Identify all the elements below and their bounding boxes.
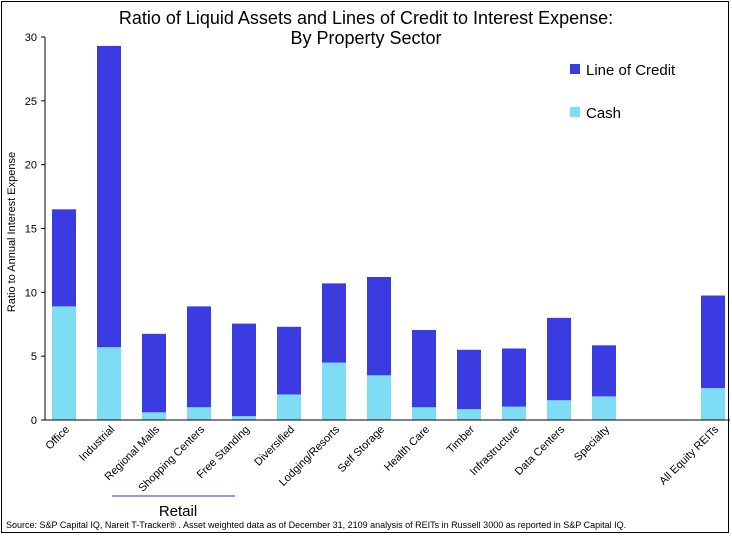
legend-label-cash: Cash (586, 105, 621, 122)
bar-cash (502, 406, 526, 420)
bar-cash (322, 362, 346, 420)
y-tick-label: 10 (25, 287, 37, 299)
bar-cash (547, 400, 571, 420)
bar-line-of-credit (142, 333, 166, 413)
bar-line-of-credit (547, 317, 571, 401)
bar-line-of-credit (592, 345, 616, 397)
bar-cash (97, 347, 121, 420)
x-category-label: Diversified (252, 424, 297, 469)
bar-line-of-credit (322, 283, 346, 363)
bar-cash (52, 306, 76, 420)
bar-line-of-credit (457, 349, 481, 410)
y-tick-label: 20 (25, 160, 37, 172)
y-tick-label: 5 (31, 351, 37, 363)
y-tick-label: 30 (25, 32, 37, 44)
bar-cash (232, 416, 256, 420)
y-axis-label: Ratio to Annual Interest Expense (6, 152, 18, 312)
bar-line-of-credit (187, 306, 211, 408)
bar-line-of-credit (367, 277, 391, 376)
bars-group (52, 45, 725, 420)
bar-cash (277, 394, 301, 420)
legend-label-line-of-credit: Line of Credit (586, 62, 676, 79)
bar-cash (187, 407, 211, 420)
bar-line-of-credit (232, 323, 256, 417)
bar-line-of-credit (412, 329, 436, 408)
source-note: Source: S&P Capital IQ, Nareit T-Tracker… (6, 520, 626, 530)
bar-cash (592, 396, 616, 420)
legend: Line of Credit Cash (570, 62, 676, 122)
chart-title-line-2: By Property Sector (290, 28, 441, 48)
x-category-label: All Equity REITs (657, 423, 721, 487)
chart-title-line-1: Ratio of Liquid Assets and Lines of Cred… (119, 8, 613, 28)
bar-cash (142, 412, 166, 420)
y-tick-label: 25 (25, 96, 37, 108)
bar-cash (367, 375, 391, 420)
bar-cash (412, 407, 436, 420)
x-category-label: Timber (445, 423, 478, 456)
bar-line-of-credit (97, 45, 121, 348)
bar-line-of-credit (701, 295, 725, 389)
x-category-label: Health Care (382, 424, 432, 474)
legend-swatch-cash (570, 107, 580, 117)
x-category-label: Specialty (572, 423, 612, 463)
legend-swatch-line-of-credit (570, 64, 580, 74)
y-tick-label: 0 (31, 415, 37, 427)
y-axis: 0 5 10 15 20 25 30 (25, 32, 46, 427)
bar-line-of-credit (502, 348, 526, 407)
bar-cash (701, 388, 725, 420)
retail-group-label: Retail (159, 503, 197, 520)
bar-line-of-credit (277, 326, 301, 395)
bar-line-of-credit (52, 209, 76, 307)
x-category-label: Office (43, 424, 72, 453)
y-tick-label: 15 (25, 224, 37, 236)
x-category-label: Self Storage (336, 424, 387, 475)
x-category-label: Industrial (77, 424, 117, 464)
bar-cash (457, 409, 481, 420)
